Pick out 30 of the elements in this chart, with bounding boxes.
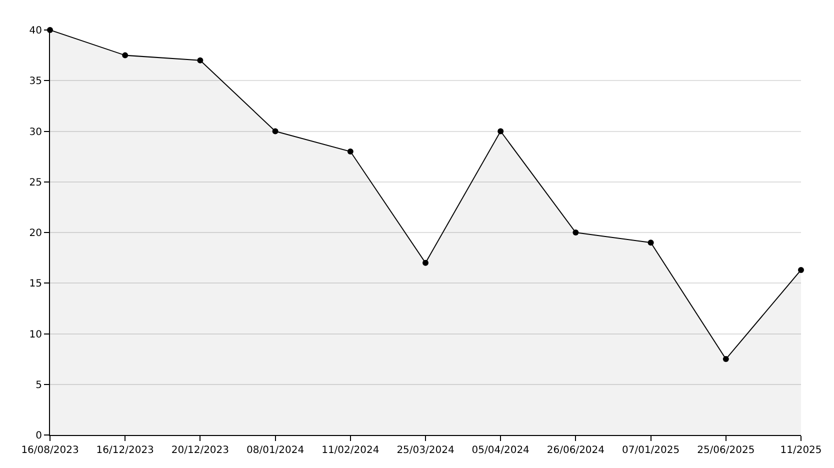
point [422,260,428,266]
point [347,148,354,154]
point [722,356,729,362]
x-tick-label: 11/02/2024 [322,445,380,456]
y-tick-label: 5 [36,380,42,391]
x-tick-label: 08/01/2024 [246,445,304,456]
y-tick-label: 15 [29,278,42,290]
point [798,266,804,273]
point [197,57,204,64]
y-tick-label: 30 [29,126,42,138]
y-tick-label: 40 [29,26,42,36]
point [572,230,579,236]
y-tick-label: 0 [36,430,42,442]
x-tick-label: 26/06/2024 [546,445,605,456]
point [648,240,654,246]
point [122,52,128,58]
x-tick-label: 20/12/2023 [171,445,230,456]
x-tick-label: 16/12/2023 [96,445,154,456]
x-tick-label: 25/03/2024 [396,445,454,456]
y-tick-label: 10 [29,329,42,340]
x-tick-label: 07/01/2025 [622,445,680,456]
y-tick-label: 35 [29,76,42,88]
point [272,128,278,134]
point [498,128,504,134]
y-tick-label: 20 [29,228,42,239]
x-tick-label: 11/2025 [780,445,822,456]
y-tick-label: 25 [29,177,42,188]
x-tick-label: 05/04/2024 [472,445,530,456]
x-tick-label: 16/08/2023 [21,445,79,456]
x-tick-label: 25/06/2025 [697,445,755,456]
